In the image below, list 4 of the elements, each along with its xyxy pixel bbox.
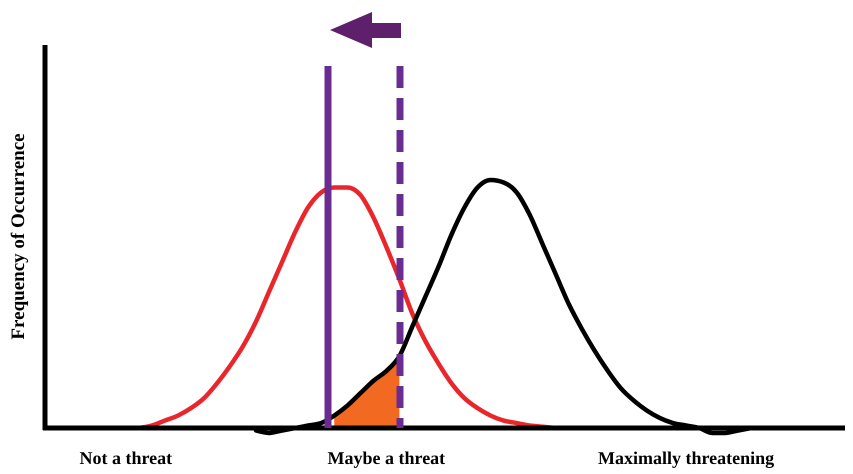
y-axis-title: Frequency of Occurrence	[8, 133, 29, 340]
x-tick-label: Not a threat	[79, 448, 172, 468]
x-tick-label: Maximally threatening	[598, 448, 774, 468]
x-tick-label: Maybe a threat	[328, 448, 446, 468]
